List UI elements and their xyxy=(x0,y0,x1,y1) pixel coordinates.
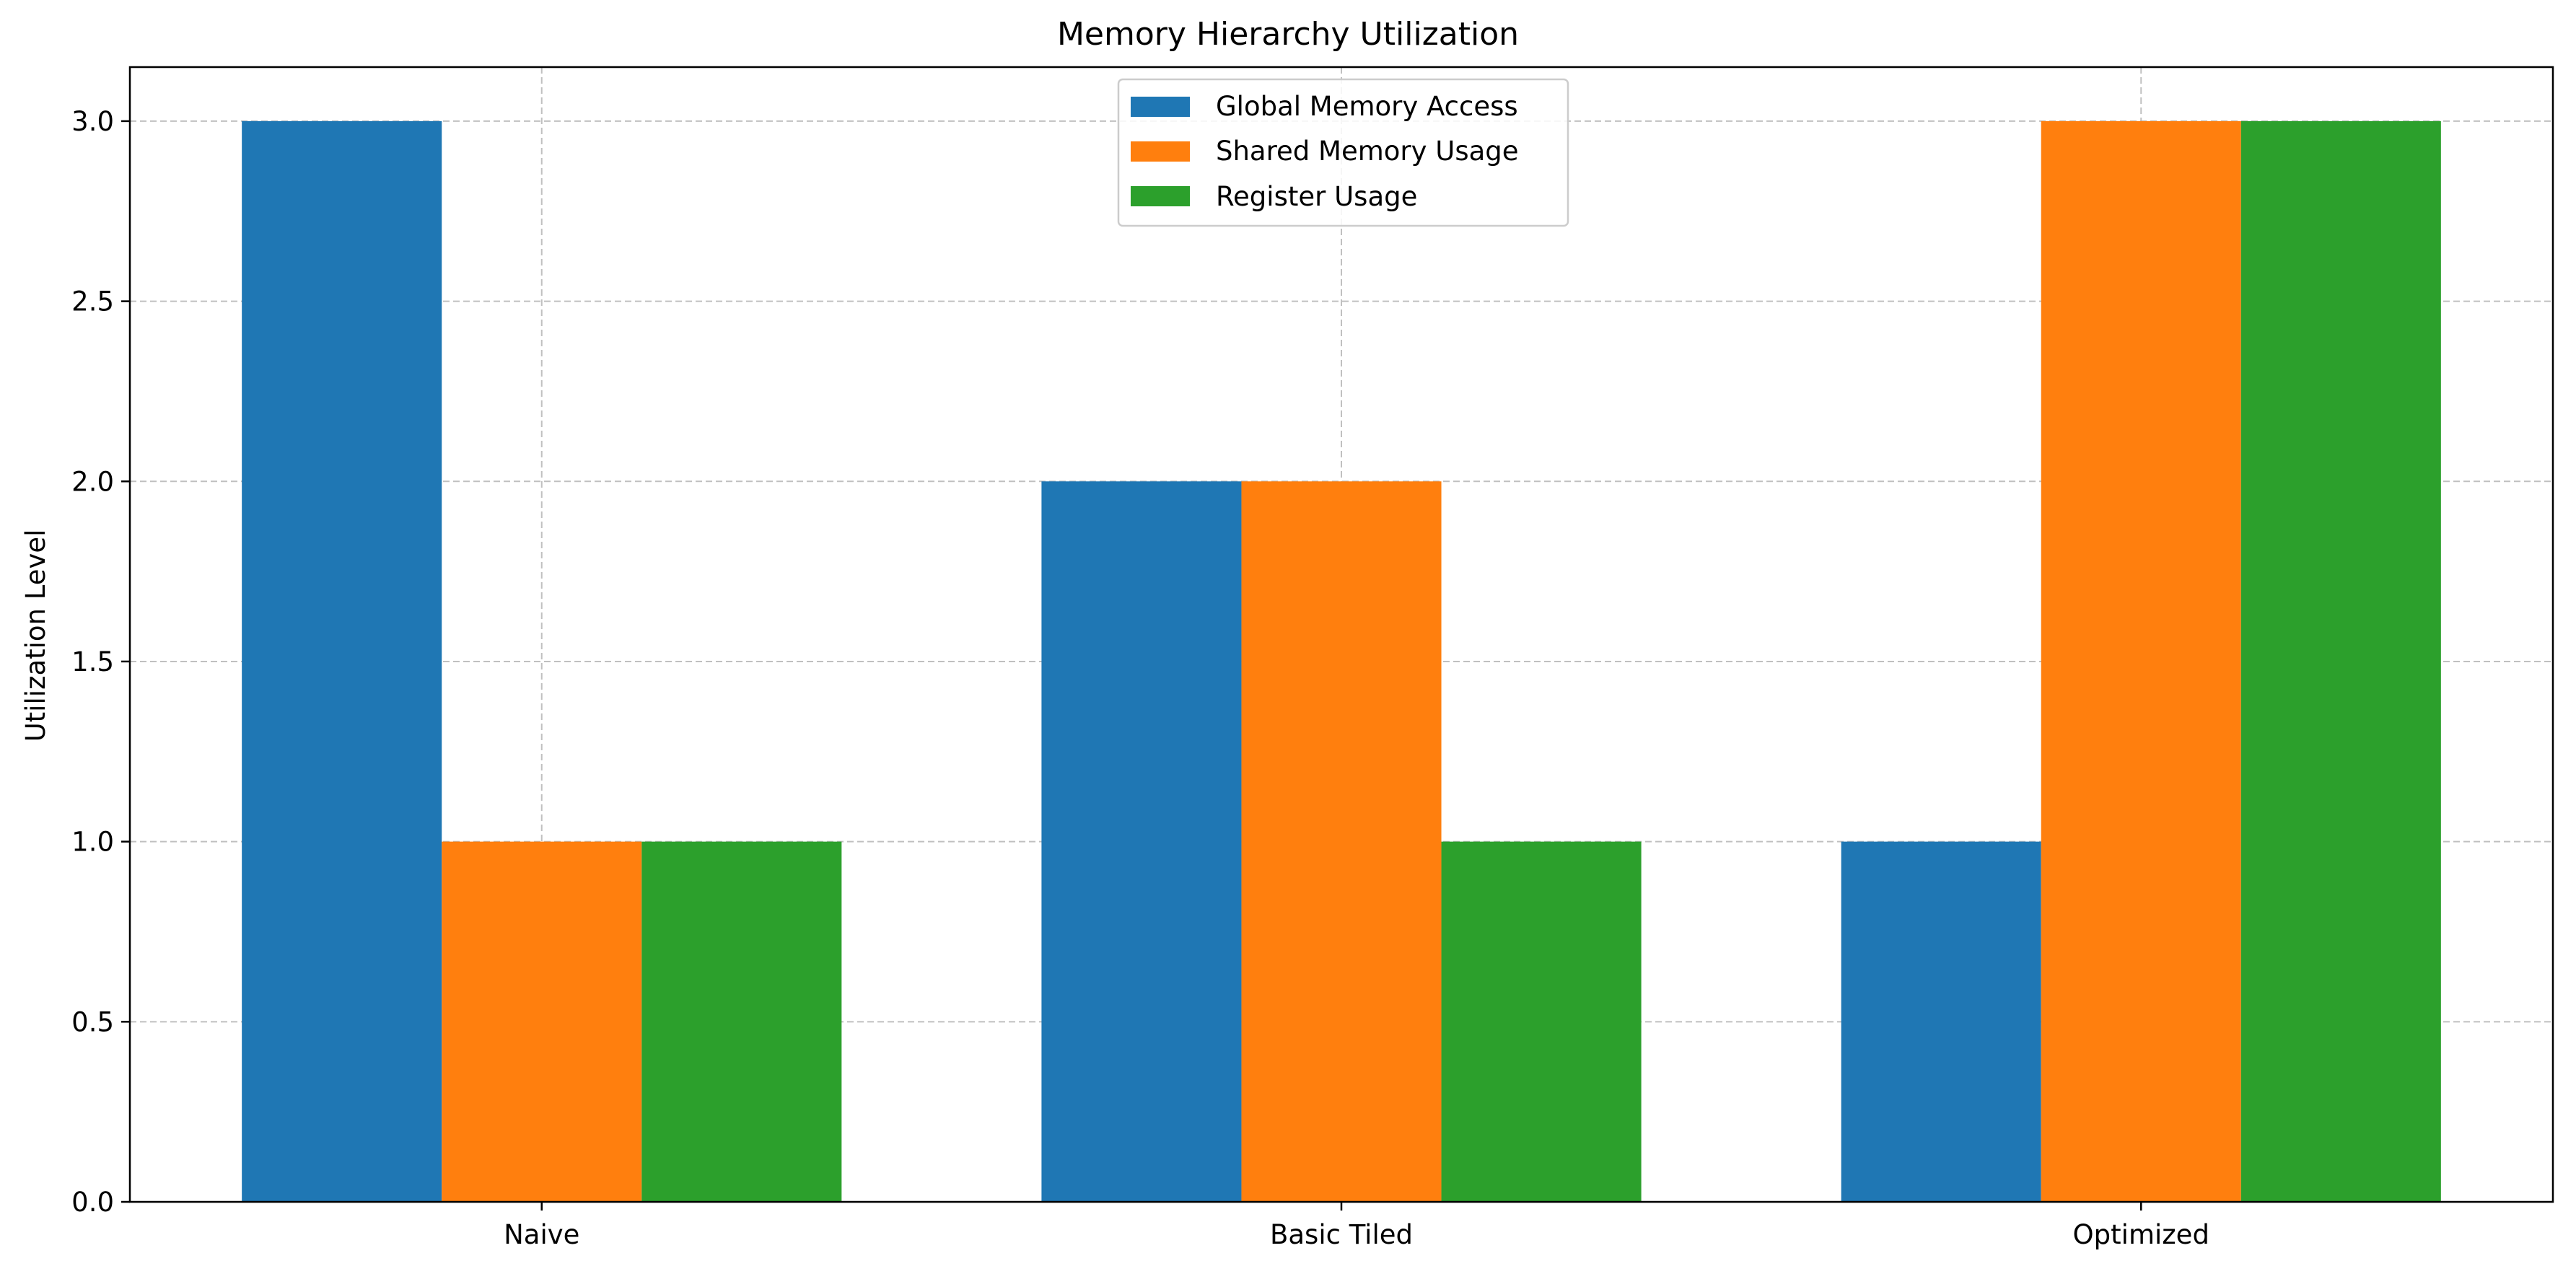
bar xyxy=(1441,841,1642,1202)
legend-swatch-shared xyxy=(1131,141,1190,162)
bar xyxy=(442,841,642,1202)
legend-label-global: Global Memory Access xyxy=(1216,91,1518,122)
legend-box xyxy=(1117,78,1569,227)
x-tick-label: Naive xyxy=(504,1219,579,1250)
bar xyxy=(1241,481,1442,1202)
y-tick-label: 0.5 xyxy=(71,1006,114,1037)
bars-layer xyxy=(242,120,2441,1202)
legend-label-shared: Shared Memory Usage xyxy=(1216,136,1519,167)
y-tick-label: 2.5 xyxy=(71,286,114,317)
legend: Global Memory Access Shared Memory Usage… xyxy=(1117,78,1569,227)
chart-title: Memory Hierarchy Utilization xyxy=(1057,16,1519,53)
axes-layer: 0.0 0.5 1.0 1.5 2.0 2.5 3.0 Naive Basic Tiled Opt… xyxy=(71,106,2209,1250)
legend-swatch-global xyxy=(1131,97,1190,117)
bar xyxy=(2240,120,2441,1202)
y-tick-label: 2.0 xyxy=(71,466,114,497)
legend-label-register: Register Usage xyxy=(1216,181,1417,212)
bar xyxy=(641,841,842,1202)
y-tick-label: 3.0 xyxy=(71,106,114,137)
bar xyxy=(1841,841,2041,1202)
bar xyxy=(2041,120,2241,1202)
bar xyxy=(1041,481,1242,1202)
x-tick-label: Basic Tiled xyxy=(1270,1219,1413,1250)
x-tick-label: Optimized xyxy=(2073,1219,2209,1250)
bar xyxy=(242,120,442,1202)
y-axis-label: Utilization Level xyxy=(20,530,51,742)
legend-entry-register: Register Usage xyxy=(1131,181,1417,212)
legend-entry-global: Global Memory Access xyxy=(1131,91,1518,122)
legend-swatch-register xyxy=(1131,186,1190,206)
y-tick-label: 1.0 xyxy=(71,827,114,858)
y-tick-label: 1.5 xyxy=(71,646,114,677)
plot-frame xyxy=(128,66,2554,1203)
legend-entry-shared: Shared Memory Usage xyxy=(1131,136,1519,167)
y-tick-label: 0.0 xyxy=(71,1187,114,1218)
